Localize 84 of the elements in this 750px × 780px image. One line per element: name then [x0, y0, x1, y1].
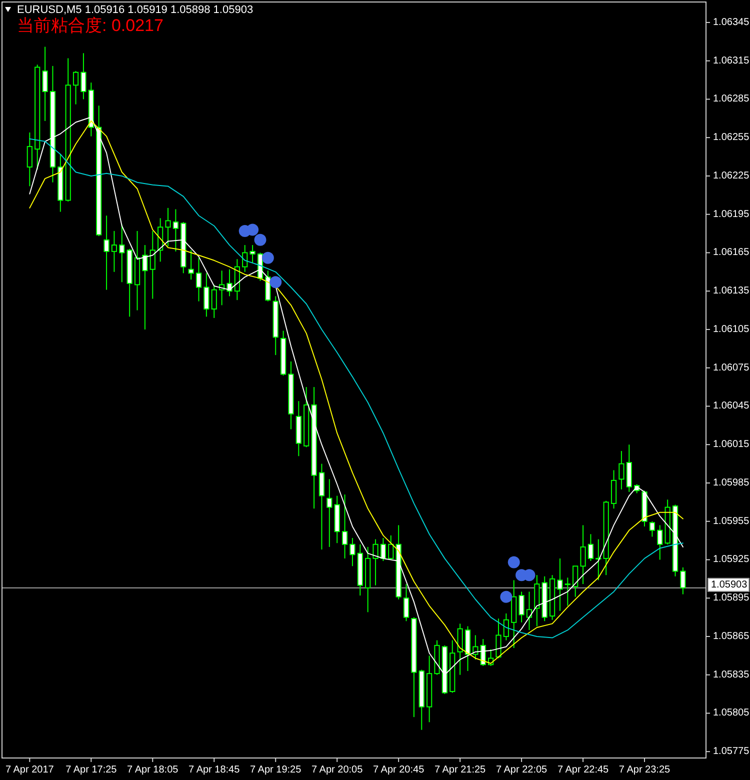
candlestick — [111, 230, 118, 272]
y-tick-label: 1.05805 — [713, 708, 750, 719]
x-tick-label: 7 Apr 22:45 — [557, 764, 610, 776]
candlestick — [657, 524, 663, 560]
candlestick — [119, 224, 125, 283]
point — [254, 234, 266, 246]
candlestick — [350, 537, 356, 567]
candlestick — [503, 612, 509, 641]
candlestick — [188, 250, 194, 280]
candlestick — [557, 558, 563, 612]
annotation: 当前粘合度: 0.0217 — [17, 16, 164, 35]
y-tick-label: 1.05895 — [713, 592, 750, 604]
point — [508, 556, 520, 568]
candlestick — [380, 537, 386, 562]
candlestick — [42, 46, 48, 122]
candlestick — [403, 584, 410, 622]
candlestick — [250, 244, 256, 264]
y-tick-label: 1.06105 — [713, 324, 750, 335]
x-tick-label: 7 Apr 20:05 — [312, 764, 364, 776]
y-tick-label: 1.05775 — [713, 746, 750, 758]
candlestick — [496, 618, 502, 659]
candlestick — [564, 577, 570, 606]
candlestick — [610, 470, 617, 510]
candlestick — [72, 70, 79, 105]
x-tick-label: 7 Apr 21:25 — [434, 764, 486, 776]
y-tick-label: 1.06015 — [713, 439, 750, 450]
candlestick — [326, 478, 332, 548]
y-tick-label: 1.06345 — [713, 16, 750, 28]
y-tick-label: 1.05925 — [713, 554, 750, 566]
candlestick — [150, 230, 156, 300]
y-tick-label: 1.05835 — [713, 669, 750, 680]
x-tick-label: 7 Apr 18:05 — [127, 764, 179, 776]
point — [500, 590, 512, 603]
x-tick-label: 7 Apr 19:25 — [250, 764, 302, 776]
y-tick-label: 1.06135 — [713, 286, 750, 297]
candlestick — [165, 207, 171, 247]
candlestick — [226, 268, 232, 297]
y-tick-label: 1.05865 — [713, 630, 750, 642]
x-tick-label: 7 Apr 20:45 — [373, 764, 425, 776]
y-tick-label: 1.06285 — [713, 94, 750, 105]
x-tick-label: 7 Apr 17:25 — [66, 764, 118, 776]
y-tick-label: 1.05985 — [713, 477, 750, 488]
ref-line-label: 1.05903 — [708, 578, 750, 592]
candlestick — [472, 634, 478, 660]
candlestick — [457, 623, 463, 676]
candlestick — [580, 524, 586, 585]
point — [270, 276, 282, 288]
candlestick — [242, 244, 248, 272]
y-tick-label: 1.05955 — [713, 516, 750, 527]
candlestick — [211, 284, 217, 318]
x-tick-label: 7 Apr 18:45 — [188, 764, 240, 776]
candlestick — [518, 591, 524, 623]
candlestick — [26, 132, 32, 187]
candlestick — [204, 272, 210, 318]
y-tick-label: 1.06225 — [713, 170, 750, 182]
y-tick-label: 1.06075 — [713, 362, 750, 374]
chart-title: EURUSD,M5 1.05916 1.05919 1.05898 1.05903 — [17, 4, 254, 16]
point — [262, 252, 274, 264]
point — [246, 224, 259, 236]
y-tick-label: 1.06195 — [713, 208, 750, 220]
candlestick — [388, 534, 394, 560]
candlestick — [104, 215, 110, 290]
candlestick — [80, 52, 86, 100]
candlestick — [588, 534, 594, 562]
candlestick — [572, 566, 578, 598]
x-tick-label: 7 Apr 22:05 — [496, 764, 548, 776]
candlestick — [596, 538, 602, 581]
candlestick — [318, 463, 325, 550]
x-tick-label: 7 Apr 2017 — [5, 764, 54, 776]
y-tick-label: 1.06045 — [713, 400, 750, 412]
y-tick-label: 1.06255 — [713, 132, 750, 144]
ref-line-label: 1.05903 — [711, 579, 748, 590]
candlestick — [196, 257, 202, 302]
candlestick — [680, 566, 686, 595]
candlestick — [172, 208, 178, 252]
candlestick — [526, 591, 532, 631]
candlestick — [649, 520, 656, 538]
x-tick-label: 7 Apr 23:25 — [618, 764, 671, 776]
y-tick-label: 1.06165 — [713, 247, 750, 258]
y-tick-label: 1.06315 — [713, 55, 750, 66]
candlestick — [618, 450, 624, 490]
candlestick — [372, 538, 378, 586]
candlestick — [142, 244, 148, 330]
candlestick — [342, 494, 348, 559]
